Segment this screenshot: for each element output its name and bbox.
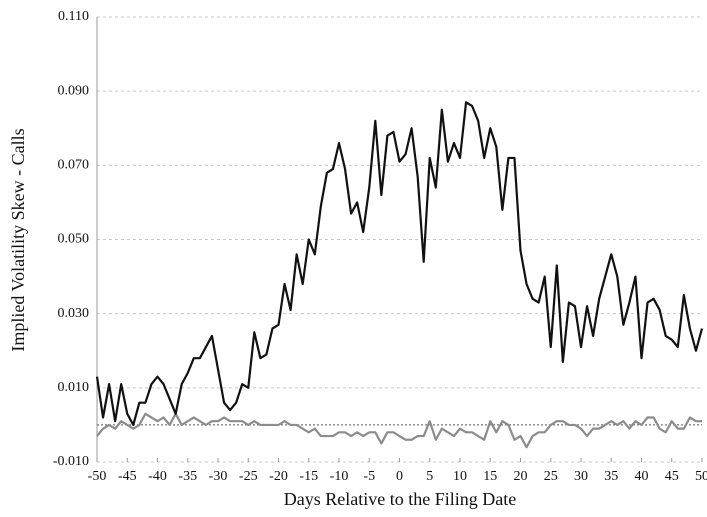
y-tick-label: 0.030 [58,306,90,321]
x-tick-label: -45 [118,469,137,484]
x-tick-label: -10 [330,469,349,484]
x-tick-label: -30 [209,469,228,484]
x-tick-label: -15 [299,469,318,484]
y-tick-label: -0.010 [53,454,89,469]
x-tick-label: 5 [426,469,433,484]
y-tick-label: 0.050 [58,232,90,247]
series-line [96,412,702,449]
x-tick-label: 35 [604,469,618,484]
x-tick-label: 50 [695,469,707,484]
x-tick-label: 25 [544,469,558,484]
x-tick-label: -5 [363,469,375,484]
x-tick-label: 40 [635,469,649,484]
x-tick-label: -35 [178,469,197,484]
y-tick-label: 0.010 [58,380,90,395]
x-tick-label: 0 [396,469,403,484]
x-tick-label: 30 [574,469,588,484]
x-tick-label: 45 [665,469,679,484]
x-tick-label: 20 [514,469,528,484]
y-tick-label: 0.110 [58,9,89,24]
x-tick-label: -50 [88,469,107,484]
y-tick-label: 0.070 [58,158,90,173]
y-axis-title: Implied Volatility Skew - Calls [8,128,28,351]
series-line [95,101,704,427]
x-tick-label: -20 [269,469,288,484]
x-axis-title: Days Relative to the Filing Date [284,489,516,509]
x-tick-label: -25 [239,469,258,484]
x-tick-label: 10 [453,469,467,484]
y-tick-label: 0.090 [58,83,90,98]
x-tick-label: -40 [148,469,167,484]
x-tick-label: 15 [483,469,497,484]
